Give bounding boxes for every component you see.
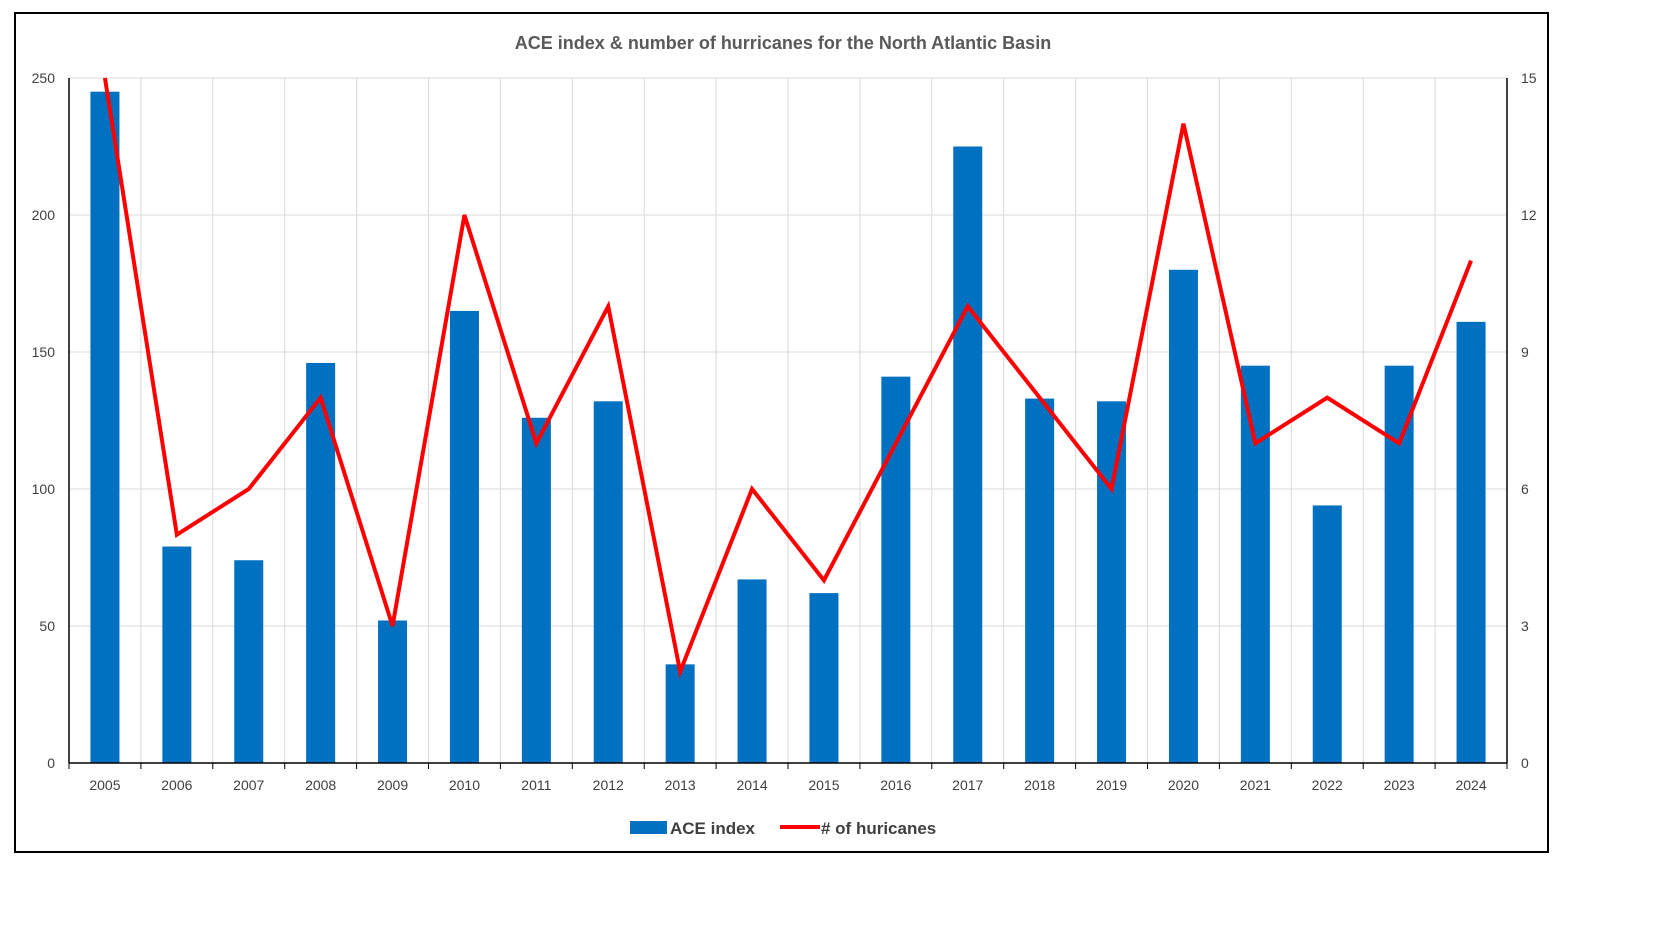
x-tick-label: 2016 [880,777,911,793]
y-left-tick-label: 50 [39,618,55,634]
bar-ace-2018 [1025,398,1055,763]
bar-ace-2012 [593,401,623,763]
x-tick-label: 2022 [1312,777,1343,793]
x-tick-label: 2013 [665,777,696,793]
bar-ace-2010 [449,310,479,763]
x-tick-label: 2006 [161,777,192,793]
bar-ace-2014 [737,579,767,763]
x-tick-label: 2020 [1168,777,1199,793]
x-tick-label: 2012 [593,777,624,793]
line-series [102,77,1473,679]
x-tick-label: 2010 [449,777,480,793]
bar-ace-2016 [881,376,911,763]
y-right-tick-label: 0 [1521,755,1529,771]
legend-label-hurricanes: # of huricanes [821,819,936,838]
bar-ace-2013 [665,664,695,763]
x-tick-label: 2021 [1240,777,1271,793]
x-tick-label: 2014 [736,777,767,793]
bar-ace-2022 [1312,505,1342,763]
legend-swatch-ace [630,821,667,834]
chart-title: ACE index & number of hurricanes for the… [515,33,1051,53]
x-tick-label: 2023 [1384,777,1415,793]
bar-ace-2008 [306,362,336,763]
y-left-tick-label: 150 [32,344,56,360]
x-tick-label: 2009 [377,777,408,793]
y-right-tick-label: 15 [1521,70,1537,86]
y-right-tick-label: 12 [1521,207,1537,223]
y-left-tick-label: 100 [32,481,56,497]
bar-ace-2017 [953,146,983,763]
chart-svg: ACE index & number of hurricanes for the… [32,33,1537,838]
bar-ace-2007 [234,560,264,763]
gridlines [69,77,1507,763]
y-left-tick-label: 200 [32,207,56,223]
chart-frame: ACE index & number of hurricanes for the… [14,12,1549,853]
y-right-tick-label: 3 [1521,618,1529,634]
x-tick-label: 2017 [952,777,983,793]
x-tick-label: 2011 [521,777,551,793]
bar-ace-2023 [1384,365,1414,763]
x-tick-label: 2008 [305,777,336,793]
y-right-tick-label: 6 [1521,481,1529,497]
x-tick-label: 2024 [1455,777,1486,793]
bar-ace-2006 [162,546,192,763]
x-tick-label: 2018 [1024,777,1055,793]
line-hurricanes [102,77,1473,679]
bar-ace-2024 [1456,321,1486,763]
legend: ACE index # of huricanes [630,819,936,838]
bar-series [90,91,1486,763]
bar-ace-2019 [1097,401,1127,763]
bar-ace-2011 [521,417,551,763]
x-tick-label: 2007 [233,777,264,793]
y-left-tick-label: 0 [47,755,55,771]
y-right-tick-label: 9 [1521,344,1529,360]
bar-ace-2005 [90,91,120,763]
axes [68,78,1508,769]
x-tick-label: 2005 [89,777,120,793]
y-left-tick-label: 250 [32,70,56,86]
bar-ace-2009 [378,620,408,763]
x-tick-label: 2015 [808,777,839,793]
bar-ace-2015 [809,593,839,763]
bar-ace-2021 [1240,365,1270,763]
bar-ace-2020 [1168,269,1198,763]
x-tick-label: 2019 [1096,777,1127,793]
legend-label-ace: ACE index [670,819,756,838]
tick-labels: 0 50 100 150 200 250 0 3 6 9 12 15 2005 2006 2007 2008 2… [32,70,1537,793]
